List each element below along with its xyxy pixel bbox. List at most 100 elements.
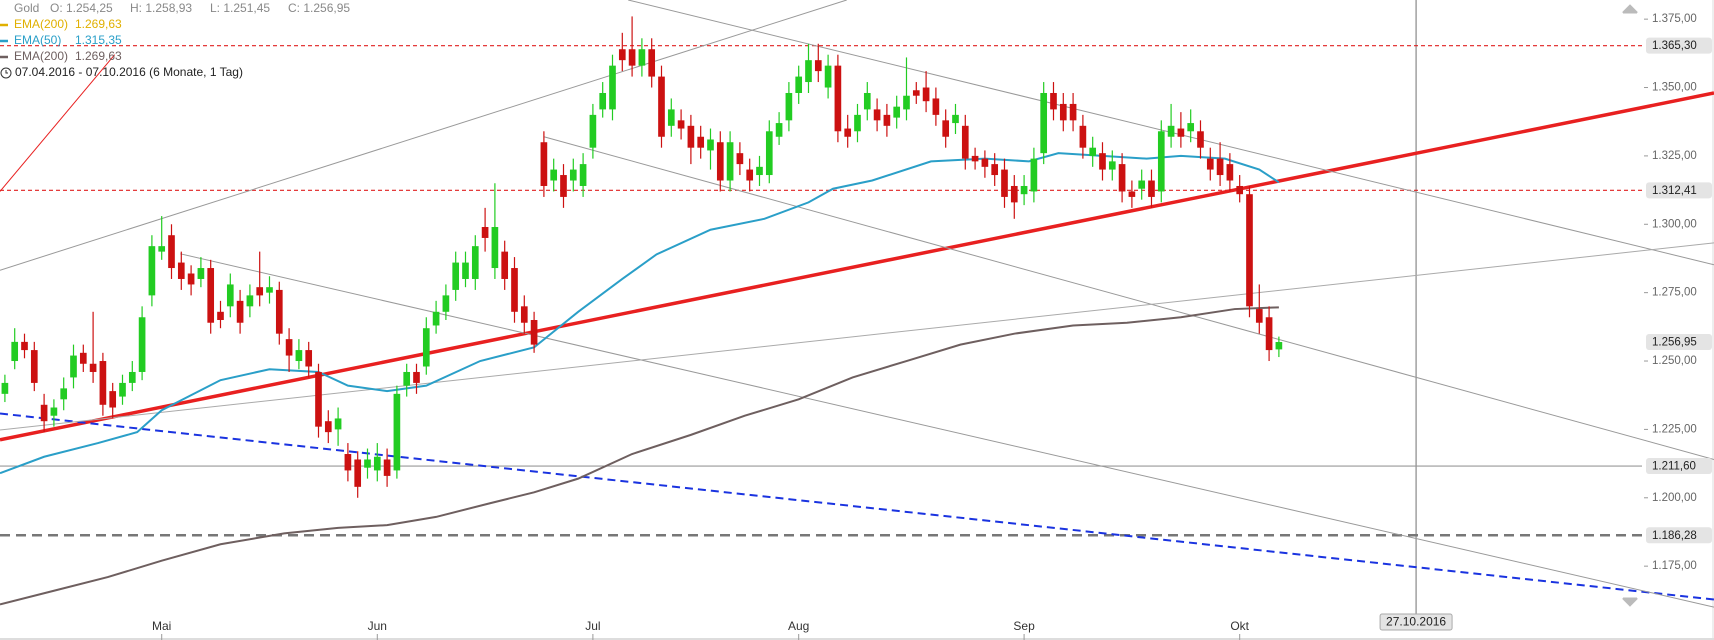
candle-body xyxy=(99,361,107,405)
candle-body xyxy=(89,363,97,372)
candle-body xyxy=(30,350,38,383)
clock-hand xyxy=(5,70,8,74)
instrument: Gold xyxy=(14,1,39,15)
candle-body xyxy=(814,60,822,72)
trendline xyxy=(0,54,116,192)
legend-name: EMA(200) xyxy=(14,17,68,31)
ema-line xyxy=(0,152,1280,475)
candle-body xyxy=(1216,158,1224,176)
level-box xyxy=(1646,458,1712,475)
candle-body xyxy=(285,339,293,356)
candle-body xyxy=(667,109,675,126)
candle-body xyxy=(1197,131,1204,148)
candle-body xyxy=(1246,194,1253,307)
candle-body xyxy=(1050,92,1057,110)
candle-body xyxy=(70,355,77,378)
candle-body xyxy=(785,92,793,121)
candle-body xyxy=(981,158,989,167)
candle-body xyxy=(638,49,646,66)
x-tick-label: Mai xyxy=(152,619,171,633)
candle-body xyxy=(618,49,626,61)
candle-body xyxy=(942,120,950,137)
candle-body xyxy=(765,131,773,176)
candle-body xyxy=(1069,103,1077,121)
candle-body xyxy=(569,169,577,181)
candle-body xyxy=(550,169,558,181)
price-label: 1.256,95 xyxy=(1652,337,1697,349)
candle-body xyxy=(452,262,460,290)
candle-body xyxy=(716,142,724,181)
candle-body xyxy=(854,114,861,132)
candle-body xyxy=(677,120,685,129)
candle-body xyxy=(1187,123,1195,132)
candle-body xyxy=(501,251,509,279)
candle-body xyxy=(932,98,940,115)
x-tick-label: Sep xyxy=(1013,619,1035,633)
ohlc-open: O: 1.254,25 xyxy=(50,1,113,15)
candle-body xyxy=(1059,103,1067,121)
candle-body xyxy=(266,287,273,293)
y-tick-label: 1.325,00 xyxy=(1652,150,1697,162)
candle-body xyxy=(11,341,19,362)
candle-body xyxy=(256,287,264,296)
candle-body xyxy=(1040,92,1048,154)
candle-body xyxy=(599,92,607,110)
candle-body xyxy=(530,320,538,345)
x-tick-label: Aug xyxy=(788,619,809,633)
candle-body xyxy=(442,295,450,312)
candle-body xyxy=(540,142,548,186)
candle-body xyxy=(413,371,420,383)
candle-body xyxy=(628,49,636,66)
candle-body xyxy=(707,139,714,151)
trendline xyxy=(180,253,1714,608)
candle-body xyxy=(589,114,597,148)
candle-body xyxy=(736,153,744,165)
candle-body xyxy=(1079,125,1087,148)
candle-body xyxy=(60,388,68,400)
scroll-down[interactable] xyxy=(1621,597,1639,607)
candle-body xyxy=(834,65,842,132)
candle-body xyxy=(1,382,9,394)
legend-name: EMA(200) xyxy=(14,49,68,63)
candle-body xyxy=(236,300,244,323)
candle-body xyxy=(364,459,371,468)
candle-body xyxy=(903,95,910,110)
candle-body xyxy=(1226,164,1234,181)
trendline xyxy=(0,91,1714,442)
candle-body xyxy=(520,306,528,323)
scroll-up[interactable] xyxy=(1621,4,1639,14)
level-box xyxy=(1646,527,1712,544)
candle-body xyxy=(403,371,411,386)
candle-body xyxy=(50,407,58,416)
y-tick-label: 1.200,00 xyxy=(1652,492,1697,504)
candle-body xyxy=(471,246,479,279)
candle-body xyxy=(21,341,28,351)
candle-body xyxy=(1157,131,1165,192)
level-box xyxy=(1646,182,1712,199)
cursor-box xyxy=(1379,613,1453,631)
candle-body xyxy=(168,235,175,269)
candle-body xyxy=(922,87,930,102)
candle-body xyxy=(138,317,146,372)
candle-body xyxy=(491,227,499,269)
clock-icon xyxy=(0,67,12,79)
legend-value: 1.269,63 xyxy=(75,17,122,31)
candle-body xyxy=(687,125,695,148)
candle-body xyxy=(305,350,313,367)
candle-body xyxy=(511,268,518,312)
candle-body xyxy=(197,268,205,279)
ohlc-low: L: 1.251,45 xyxy=(210,1,270,15)
candle-body xyxy=(226,284,234,307)
trendline xyxy=(543,136,1714,460)
y-tick-label: 1.175,00 xyxy=(1652,560,1697,572)
candle-body xyxy=(1265,317,1273,351)
candle-body xyxy=(1128,191,1136,197)
y-tick-label: 1.375,00 xyxy=(1652,13,1697,25)
candle-body xyxy=(756,166,763,176)
candle-body xyxy=(1099,153,1106,170)
y-tick-label: 1.350,00 xyxy=(1652,82,1697,94)
candle-body xyxy=(873,109,881,121)
candle-body xyxy=(373,456,381,471)
